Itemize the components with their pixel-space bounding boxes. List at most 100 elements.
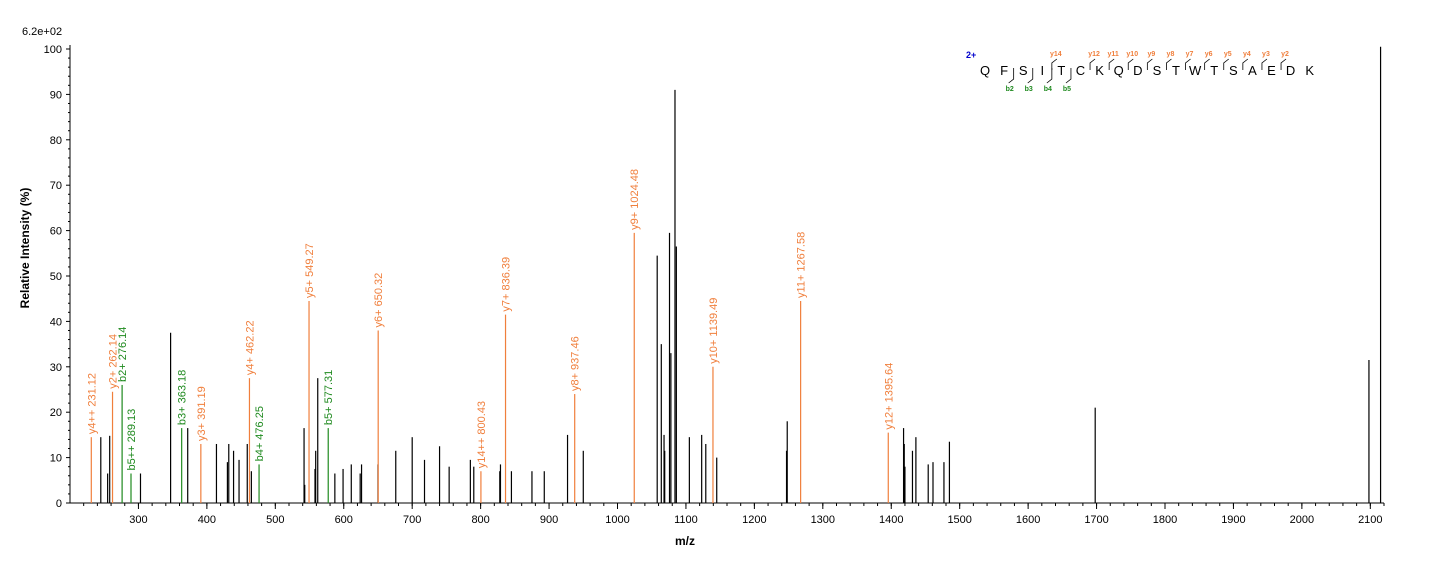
y-ion-peak-label: y6+ 650.32 <box>373 273 385 328</box>
residue: I <box>1040 63 1044 78</box>
residue: T <box>1172 63 1180 78</box>
y-ion-marker-label: y14 <box>1050 51 1062 58</box>
y-ion-marker-label: y6 <box>1205 51 1213 58</box>
residue: E <box>1267 63 1276 78</box>
axes: 0 10 20 30 40 50 60 70 80 90 100 300 400 500 600 700 800… <box>44 44 1385 526</box>
y-ion-marker-label: y7 <box>1186 51 1194 58</box>
residue: S <box>1153 63 1162 78</box>
x-axis-title: m/z <box>675 534 695 548</box>
x-tick-label: 1900 <box>1221 514 1245 526</box>
y-ion-cleavage-mark <box>1051 58 1058 70</box>
y-tick-label: 30 <box>50 362 62 374</box>
x-tick-label: 1600 <box>1016 514 1040 526</box>
y-ion-cleavage-mark <box>1204 58 1210 70</box>
x-tick-label: 300 <box>129 514 147 526</box>
b-ion-peak-label: b4+ 476.25 <box>254 406 266 461</box>
y-ion-peak-label: y9+ 1024.48 <box>629 169 641 230</box>
y-ion-marker-label: y3 <box>1262 51 1270 58</box>
residue: K <box>1305 63 1314 78</box>
y-tick-label: 20 <box>50 407 62 419</box>
b-ion-marker-label: b3 <box>1025 86 1033 93</box>
x-tick-label: 1200 <box>742 514 766 526</box>
x-tick-label: 700 <box>403 514 421 526</box>
residue: F <box>1000 63 1008 78</box>
y-ion-cleavage-mark <box>1166 58 1172 70</box>
y-tick-label: 10 <box>50 453 62 465</box>
x-tick-label: 2100 <box>1358 514 1382 526</box>
y-ion-peak-label: y8+ 937.46 <box>570 336 582 391</box>
residue: Q <box>1114 63 1124 78</box>
y-tick-label: 0 <box>56 498 62 510</box>
y-ion-cleavage-mark <box>1185 58 1191 70</box>
residue: K <box>1095 63 1104 78</box>
residue: Q <box>980 63 990 78</box>
y-ion-cleavage-mark <box>1242 58 1249 70</box>
y-tick-label: 90 <box>50 89 62 101</box>
y-ion-cleavage-mark <box>1223 58 1229 70</box>
y-ion-peak-label: y4+ 462.22 <box>244 320 256 375</box>
y-ion-cleavage-mark <box>1261 58 1268 70</box>
charge-state-label: 2+ <box>966 50 976 60</box>
y-ion-peak-label: y5+ 549.27 <box>304 243 316 298</box>
x-tick-label: 1100 <box>674 514 698 526</box>
x-tick-label: 1300 <box>811 514 835 526</box>
x-tick-label: 1400 <box>879 514 903 526</box>
y-ion-peak-label: y2+ 262.14 <box>108 334 120 389</box>
x-tick-label: 1000 <box>605 514 629 526</box>
y-tick-label: 50 <box>50 271 62 283</box>
peaks <box>90 46 1382 503</box>
y-ion-marker-label: y4 <box>1243 51 1251 58</box>
y-ion-cleavage-mark <box>1089 58 1096 70</box>
y-ion-peak-label: y7+ 836.39 <box>501 257 513 312</box>
b-ion-peak-label: b5+ 577.31 <box>323 370 335 425</box>
residue: A <box>1248 63 1257 78</box>
y-axis-title: Relative Intensity (%) <box>18 188 32 309</box>
y-ion-marker-label: y11 <box>1108 51 1119 58</box>
x-tick-label: 1500 <box>947 514 971 526</box>
y-tick-label: 60 <box>50 226 62 238</box>
b-ion-marker-label: b5 <box>1063 86 1071 93</box>
y-tick-label: 40 <box>50 316 62 328</box>
y-ion-marker-label: y9 <box>1147 51 1155 58</box>
y-ion-marker-label: y8 <box>1167 51 1175 58</box>
intensity-scale-label: 6.2e+02 <box>22 26 62 38</box>
x-tick-label: 600 <box>335 514 353 526</box>
residue: D <box>1133 63 1142 78</box>
y-ion-cleavage-mark <box>1127 58 1134 70</box>
x-tick-label: 1700 <box>1084 514 1108 526</box>
x-tick-label: 900 <box>540 514 558 526</box>
residue: T <box>1057 63 1065 78</box>
y-ion-peak-label: y12+ 1395.64 <box>883 363 895 430</box>
residue: T <box>1210 63 1218 78</box>
b-ion-marker-label: b2 <box>1006 86 1014 93</box>
x-tick-label: 1800 <box>1153 514 1177 526</box>
y-ion-marker-label: y2 <box>1281 51 1289 58</box>
y-ion-peak-label: y10+ 1139.49 <box>708 298 720 364</box>
y-ion-peak-label: y11+ 1267.58 <box>796 232 808 298</box>
residue: D <box>1286 63 1295 78</box>
b-ion-peak-label: b3+ 363.18 <box>177 370 189 425</box>
y-ion-marker-label: y5 <box>1224 51 1232 58</box>
x-tick-label: 500 <box>266 514 284 526</box>
y-ion-peak-label: y3+ 391.19 <box>196 386 208 441</box>
b-ion-cleavage-mark <box>1065 68 1072 84</box>
x-tick-label: 400 <box>198 514 216 526</box>
b-ion-peak-label: b2+ 276.14 <box>117 327 129 382</box>
y-ion-marker-label: y10 <box>1126 51 1138 58</box>
residue: C <box>1076 63 1085 78</box>
y-ion-cleavage-mark <box>1146 58 1153 70</box>
b-ion-cleavage-mark <box>1008 68 1015 84</box>
y-ion-cleavage-mark <box>1108 58 1115 70</box>
b-ion-cleavage-mark <box>1027 68 1034 84</box>
y-ion-peak-label: y4++ 231.12 <box>86 373 98 434</box>
x-tick-label: 2000 <box>1290 514 1314 526</box>
y-tick-label: 100 <box>44 44 62 56</box>
y-ion-marker-label: y12 <box>1088 51 1100 58</box>
y-tick-label: 80 <box>50 135 62 147</box>
residue: S <box>1229 63 1238 78</box>
b-ion-cleavage-mark <box>1046 68 1053 84</box>
residue: S <box>1019 63 1028 78</box>
